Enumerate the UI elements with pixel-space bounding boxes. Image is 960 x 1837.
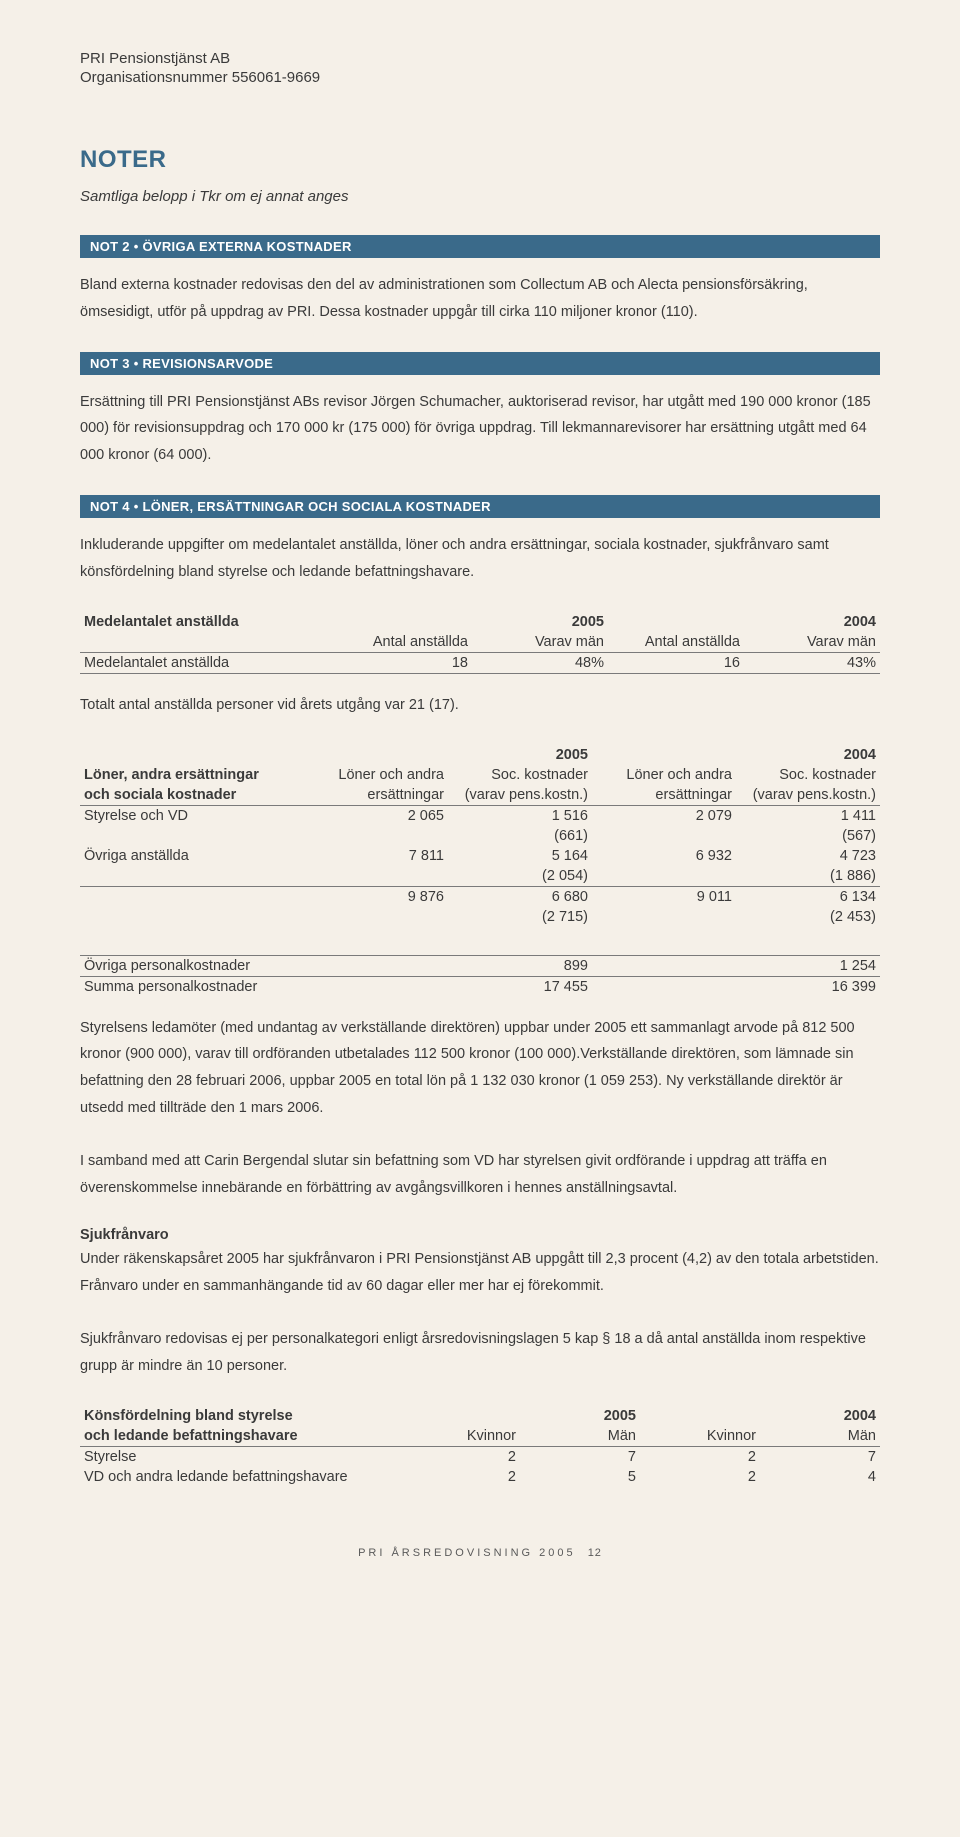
table-row: Övriga anställda 7 811 5 164 6 932 4 723 (80, 846, 880, 866)
avg-sub-antal-2: Antal anställda (608, 632, 744, 653)
gender-title-l1: Könsfördelning bland styrelse (80, 1406, 400, 1426)
sal-title-l2: och sociala kostnader (80, 785, 304, 806)
sjuk-title: Sjukfrånvaro (80, 1227, 880, 1243)
table-row: (2 054) (1 886) (80, 866, 880, 887)
avg-2005-varav: 48% (472, 652, 608, 673)
sal-col-loa-l2-b: ersättningar (592, 785, 736, 806)
gender-year2: 2004 (760, 1406, 880, 1426)
sal-year1: 2005 (448, 745, 592, 765)
avg-year1: 2005 (472, 612, 608, 632)
note3-text: Ersättning till PRI Pensionstjänst ABs r… (80, 389, 880, 469)
sjuk-p1: Under räkenskapsåret 2005 har sjukfrånva… (80, 1246, 880, 1300)
note4-bar: NOT 4 • LÖNER, ERSÄTTNINGAR OCH SOCIALA … (80, 495, 880, 518)
avg-2004-varav: 43% (744, 652, 880, 673)
subtitle: Samtliga belopp i Tkr om ej annat anges (80, 188, 880, 205)
note3-bar: NOT 3 • REVISIONSARVODE (80, 352, 880, 375)
sal-year2: 2004 (736, 745, 880, 765)
avg-2005-antal: 18 (336, 652, 472, 673)
avg-year2: 2004 (744, 612, 880, 632)
footer-text: PRI ÅRSREDOVISNING 2005 (358, 1547, 576, 1559)
table-other-costs: Övriga personalkostnader 899 1 254 Summa… (80, 955, 880, 997)
sal-col-loa-l1-b: Löner och andra (592, 765, 736, 785)
avg-title: Medelantalet anställda (80, 612, 336, 632)
sal-sum2-row: (2 715) (2 453) (80, 907, 880, 927)
other-row1-b: 1 254 (736, 955, 880, 976)
sal-col-soc-l2-a: (varav pens.kostn.) (448, 785, 592, 806)
note2-text: Bland externa kostnader redovisas den de… (80, 272, 880, 326)
gender-title-l2: och ledande befattningshavare (80, 1426, 400, 1447)
table-average-employees: Medelantalet anställda 2005 2004 Antal a… (80, 612, 880, 674)
page: PRI Pensionstjänst AB Organisationsnumme… (0, 0, 960, 1619)
table-row: Styrelse 2 7 2 7 (80, 1446, 880, 1467)
note4-para1: Styrelsens ledamöter (med undantag av ve… (80, 1015, 880, 1122)
note4-para2: I samband med att Carin Bergendal slutar… (80, 1148, 880, 1202)
other-row1-a: 899 (448, 955, 592, 976)
avg-sub-antal-1: Antal anställda (336, 632, 472, 653)
sal-col-soc-l2-b: (varav pens.kostn.) (736, 785, 880, 806)
sal-title-l1: Löner, andra ersättningar (80, 765, 304, 785)
note2-bar: NOT 2 • ÖVRIGA EXTERNA KOSTNADER (80, 235, 880, 258)
table-salaries: 2005 2004 Löner, andra ersättningar Löne… (80, 745, 880, 927)
sal-col-loa-l1-a: Löner och andra (304, 765, 448, 785)
table-row: VD och andra ledande befattningshavare 2… (80, 1467, 880, 1487)
footer: PRI ÅRSREDOVISNING 2005 12 (80, 1547, 880, 1559)
gender-col-k2: Kvinnor (640, 1426, 760, 1447)
other-row1-label: Övriga personalkostnader (80, 955, 448, 976)
main-title: NOTER (80, 146, 880, 174)
page-number: 12 (588, 1547, 602, 1559)
other-row2-b: 16 399 (736, 976, 880, 997)
gender-col-m2: Män (760, 1426, 880, 1447)
other-row2-a: 17 455 (448, 976, 592, 997)
company-name: PRI Pensionstjänst AB (80, 50, 880, 67)
gender-year1: 2005 (520, 1406, 640, 1426)
gender-col-k1: Kvinnor (400, 1426, 520, 1447)
sal-col-soc-l1-a: Soc. kostnader (448, 765, 592, 785)
avg-sub-varav-1: Varav män (472, 632, 608, 653)
sal-col-loa-l2-a: ersättningar (304, 785, 448, 806)
table-row: Styrelse och VD 2 065 1 516 2 079 1 411 (80, 805, 880, 826)
sal-col-soc-l1-b: Soc. kostnader (736, 765, 880, 785)
avg-2004-antal: 16 (608, 652, 744, 673)
org-number: Organisationsnummer 556061-9669 (80, 69, 880, 86)
avg-sub-varav-2: Varav män (744, 632, 880, 653)
sjuk-p2: Sjukfrånvaro redovisas ej per personalka… (80, 1326, 880, 1380)
note4-intro: Inkluderande uppgifter om medelantalet a… (80, 532, 880, 586)
total-employees-line: Totalt antal anställda personer vid året… (80, 692, 880, 719)
avg-row-label: Medelantalet anställda (80, 652, 336, 673)
sal-sum-row: 9 876 6 680 9 011 6 134 (80, 886, 880, 907)
other-row2-label: Summa personalkostnader (80, 976, 448, 997)
table-gender: Könsfördelning bland styrelse 2005 2004 … (80, 1406, 880, 1487)
table-row: (661) (567) (80, 826, 880, 846)
gender-col-m1: Män (520, 1426, 640, 1447)
